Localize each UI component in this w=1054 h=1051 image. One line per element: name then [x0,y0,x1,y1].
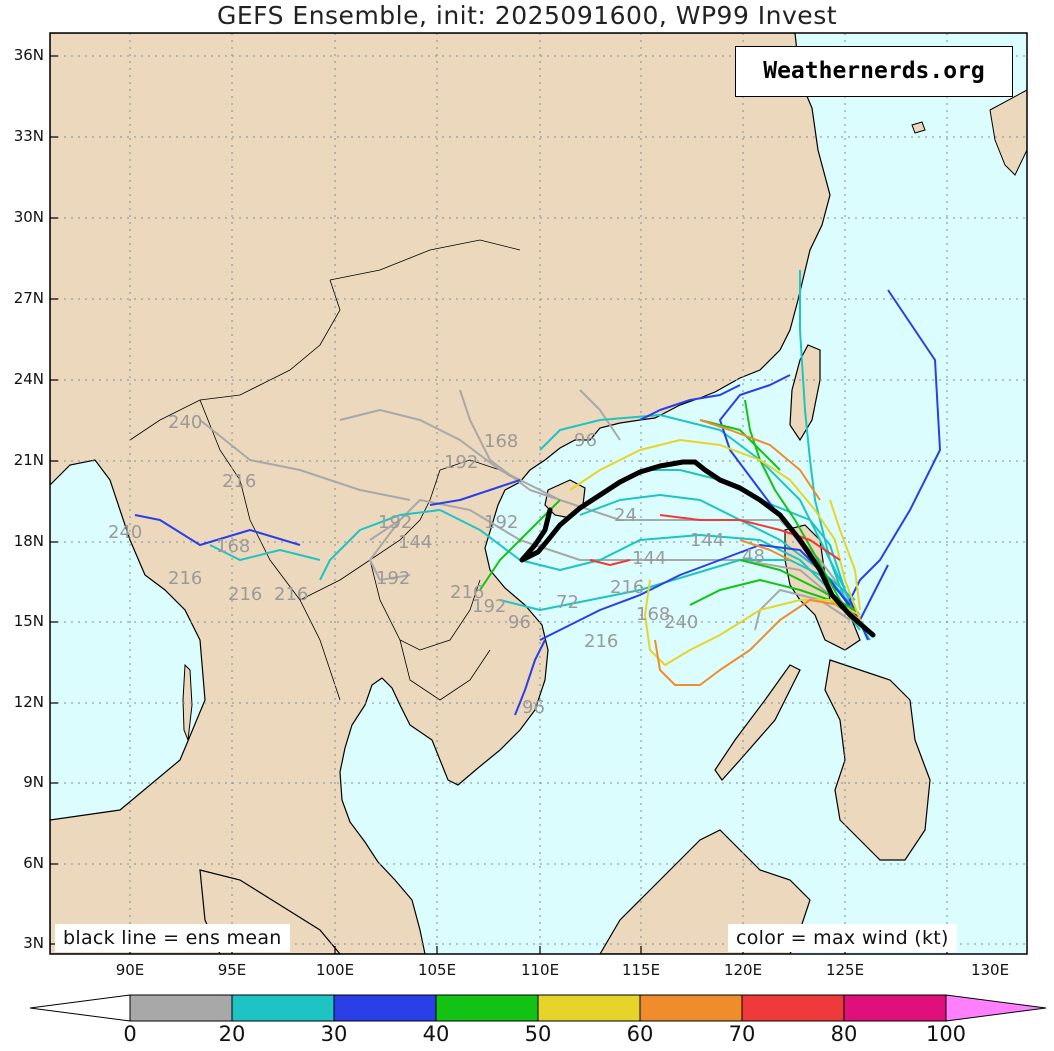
lon-label: 110E [520,961,560,979]
hour-label: 192 [378,512,412,533]
wind-color-note: color = max wind (kt) [728,924,957,952]
land-okinawa [911,121,926,134]
hour-label: 96 [574,430,597,451]
colorbar-label: 50 [524,1022,552,1046]
tracks-60-70kt [654,419,861,686]
lon-label: 95E [217,961,247,979]
hour-label: 216 [450,582,484,603]
lon-label: 100E [315,961,355,979]
hour-label: 216 [274,584,308,605]
lon-label: 125E [825,961,865,979]
hour-label: 216 [228,584,262,605]
lat-label: 3N [23,934,44,952]
hour-label: 144 [632,548,666,569]
land-taiwan [789,344,821,442]
colorbar-bin [741,994,845,1022]
colorbar-label: 70 [728,1022,756,1046]
ensemble-tracks [134,270,941,716]
colorbar-label: 40 [422,1022,450,1046]
tracks-70-80kt [589,514,841,566]
land-andaman [182,663,193,741]
hour-label: 192 [484,512,518,533]
hour-label: 24 [614,505,637,526]
ens-mean-note: black line = ens mean [55,924,290,952]
ensemble-mean-track [519,459,876,638]
country-borders [129,239,521,701]
lat-label: 33N [13,127,44,145]
land-philippines-south [824,659,931,861]
colorbar-label: 30 [320,1022,348,1046]
hour-label: 192 [376,568,410,589]
forecast-hour-labels: 240 216 240 216 192 216 144 192 216 192 … [108,412,765,718]
colorbar-bin [639,994,743,1022]
lat-label: 30N [13,208,44,226]
map-frame [49,32,1028,955]
colorbar-label: 80 [830,1022,858,1046]
lat-label: 15N [13,612,44,630]
hour-label: 240 [168,412,202,433]
wind-colorbar [29,994,1047,1022]
land-japan-fragment [989,89,1027,176]
colorbar-low-arrow [29,994,131,1022]
lat-label: 12N [13,693,44,711]
colorbar-bin [231,994,335,1022]
lon-label: 130E [970,961,1010,979]
hour-label: 72 [556,592,579,613]
lat-label: 36N [13,46,44,64]
land-palawan [714,664,801,781]
hour-label: 192 [444,452,478,473]
hour-label: 96 [522,697,545,718]
colorbar-bin [129,994,233,1022]
lat-label: 24N [13,370,44,388]
colorbar-bin [537,994,641,1022]
colorbar-label: 60 [626,1022,654,1046]
lon-label: 115E [621,961,661,979]
lon-label: 120E [723,961,763,979]
hour-label: 216 [610,577,644,598]
hour-label: 216 [584,631,618,652]
hour-label: 48 [742,546,765,567]
hour-label: 168 [484,431,518,452]
hour-label: 216 [168,568,202,589]
hour-label: 144 [398,532,432,553]
lon-label: 105E [417,961,457,979]
map-title: GEFS Ensemble, init: 2025091600, WP99 In… [216,1,838,30]
lat-label: 27N [13,289,44,307]
colorbar-label: 100 [925,1022,967,1046]
hour-label: 192 [472,596,506,617]
land-asia-mainland [50,33,831,954]
colorbar-bin [435,994,539,1022]
colorbar-bin [843,994,947,1022]
lat-label: 9N [23,773,44,791]
hour-label: 240 [108,522,142,543]
hour-label: 168 [216,536,250,557]
colorbar-bin [333,994,437,1022]
hour-label: 168 [636,604,670,625]
hour-label: 96 [508,612,531,633]
colorbar-label: 20 [218,1022,246,1046]
colorbar-label: 0 [123,1022,137,1046]
lat-label: 18N [13,532,44,550]
lat-label: 6N [23,854,44,872]
hour-label: 240 [664,612,698,633]
hour-label: 216 [222,471,256,492]
colorbar-high-arrow [945,994,1047,1022]
lat-label: 21N [13,451,44,469]
watermark-logo: Weathernerds.org [735,46,1013,97]
hour-label: 144 [690,530,724,551]
lon-label: 90E [115,961,145,979]
tracks-20-30kt [209,270,871,641]
